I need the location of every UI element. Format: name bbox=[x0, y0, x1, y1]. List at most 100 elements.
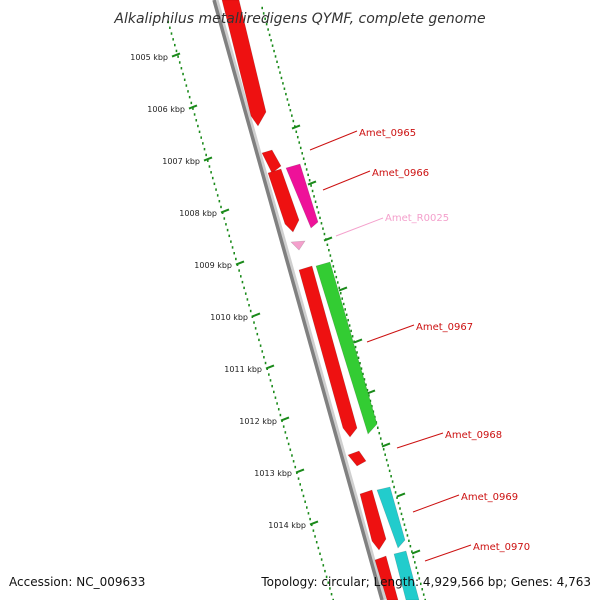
inner-tick-dot bbox=[279, 413, 282, 417]
inner-tick-dot bbox=[203, 147, 206, 151]
inner-tick-dot bbox=[249, 309, 252, 313]
outer-tick-dot bbox=[371, 405, 373, 408]
outer-tick-dot bbox=[384, 453, 386, 456]
outer-tick-dot bbox=[282, 82, 284, 85]
inner-tick-dot bbox=[238, 269, 240, 272]
outer-major-tick bbox=[338, 286, 348, 292]
inner-tick-dot bbox=[208, 165, 211, 168]
inner-tick-dot bbox=[253, 321, 255, 324]
inner-tick-dot bbox=[178, 61, 181, 64]
outer-tick-dot bbox=[291, 114, 293, 117]
inner-tick-dot bbox=[314, 535, 316, 538]
inner-tick-dot bbox=[200, 136, 202, 139]
inner-tick-dot bbox=[190, 101, 193, 105]
outer-tick-dot bbox=[273, 49, 275, 53]
inner-major-tick bbox=[188, 104, 198, 110]
inner-tick-dot bbox=[187, 90, 189, 93]
outer-tick-dot bbox=[305, 168, 308, 171]
outer-tick-dot bbox=[316, 205, 318, 209]
outer-tick-dot bbox=[408, 539, 410, 542]
inner-tick-dot bbox=[225, 223, 227, 226]
outer-tick-dot bbox=[331, 259, 333, 263]
gene-leader-line bbox=[335, 217, 384, 237]
inner-tick-dot bbox=[202, 142, 204, 145]
outer-tick-dot bbox=[298, 141, 301, 144]
inner-tick-dot bbox=[175, 49, 178, 53]
gene-label: Amet_R0025 bbox=[385, 213, 449, 224]
inner-major-tick bbox=[265, 364, 275, 370]
outer-tick-dot bbox=[308, 179, 311, 182]
outer-tick-dot bbox=[261, 6, 263, 10]
outer-tick-dot bbox=[264, 17, 266, 20]
outer-tick-dot bbox=[335, 275, 338, 279]
inner-tick-dot bbox=[324, 569, 326, 573]
outer-tick-dot bbox=[360, 367, 363, 370]
inner-tick-dot bbox=[261, 350, 264, 353]
inner-tick-dot bbox=[307, 512, 310, 515]
gene-arrow-green-body bbox=[315, 261, 378, 435]
inner-tick-dot bbox=[292, 460, 295, 463]
inner-major-tick bbox=[235, 260, 245, 266]
outer-tick-dot bbox=[356, 351, 358, 354]
outer-tick-dot bbox=[365, 383, 367, 386]
inner-major-tick bbox=[309, 520, 319, 526]
inner-tick-dot bbox=[244, 292, 247, 295]
outer-tick-dot bbox=[322, 227, 324, 230]
outer-tick-dot bbox=[283, 87, 286, 90]
outer-tick-dot bbox=[277, 66, 280, 69]
inner-tick-dot bbox=[325, 575, 328, 579]
outer-tick-dot bbox=[336, 281, 339, 284]
inner-tick-dot bbox=[192, 107, 194, 110]
inner-tick-dot bbox=[254, 327, 257, 330]
outer-tick-dot bbox=[399, 507, 401, 510]
inner-tick-dot bbox=[233, 252, 235, 255]
gene-label: Amet_0967 bbox=[416, 322, 473, 333]
outer-major-tick bbox=[291, 124, 301, 130]
gene-arrow-cyan-body bbox=[376, 486, 406, 549]
outer-tick-dot bbox=[262, 12, 265, 15]
inner-tick-dot bbox=[284, 431, 287, 434]
inner-tick-dot bbox=[302, 494, 305, 498]
outer-tick-dot bbox=[329, 254, 332, 257]
inner-tick-dot bbox=[183, 78, 186, 81]
inner-tick-dot bbox=[273, 390, 275, 394]
outer-tick-dot bbox=[400, 512, 403, 516]
accession-label: Accession: NC_009633 bbox=[9, 575, 145, 589]
gene-arrow-red-body bbox=[347, 450, 367, 467]
inner-tick-dot bbox=[180, 67, 183, 70]
inner-tick-dot bbox=[228, 234, 231, 238]
gene-labels: Amet_0965 Amet_0966 Amet_R0025 Amet_0967 Ame… bbox=[309, 128, 530, 562]
gene-label: Amet_0966 bbox=[372, 168, 429, 179]
outer-tick-dot bbox=[376, 426, 379, 429]
gene-arrow-red bbox=[267, 168, 300, 233]
outer-tick-dot bbox=[339, 292, 342, 295]
inner-tick-dot bbox=[198, 130, 201, 134]
rna-arrow-pink bbox=[290, 240, 306, 251]
outer-tick-dot bbox=[271, 44, 274, 47]
inner-tick-dot bbox=[172, 38, 174, 41]
outer-tick-dot bbox=[347, 318, 349, 322]
inner-tick-dot bbox=[322, 564, 325, 567]
outer-tick-dot bbox=[323, 232, 326, 236]
gene-features bbox=[221, 0, 420, 600]
outer-tick-dot bbox=[421, 588, 424, 591]
background-layer bbox=[205, 0, 440, 600]
outer-tick-dot bbox=[276, 60, 278, 64]
outer-tick-dot bbox=[296, 135, 299, 139]
inner-major-tick bbox=[220, 208, 230, 214]
gene-arrow-green bbox=[315, 261, 378, 435]
inner-tick-dot bbox=[297, 477, 300, 480]
gene-leader-line bbox=[412, 494, 460, 513]
outer-tick-dot bbox=[317, 211, 320, 214]
inner-tick-dot bbox=[240, 275, 242, 278]
outer-tick-dot bbox=[351, 335, 354, 338]
outer-tick-dot bbox=[411, 550, 413, 553]
backbone-line bbox=[212, 0, 384, 600]
inner-tick-dot bbox=[185, 84, 188, 87]
inner-tick-dot bbox=[241, 280, 244, 284]
inner-tick-dot bbox=[256, 332, 259, 336]
tick-label: 1011 kbp bbox=[224, 365, 262, 374]
outer-tick-dot bbox=[311, 189, 314, 193]
gene-leader-line bbox=[366, 324, 415, 343]
outer-tick-dot bbox=[338, 286, 341, 290]
